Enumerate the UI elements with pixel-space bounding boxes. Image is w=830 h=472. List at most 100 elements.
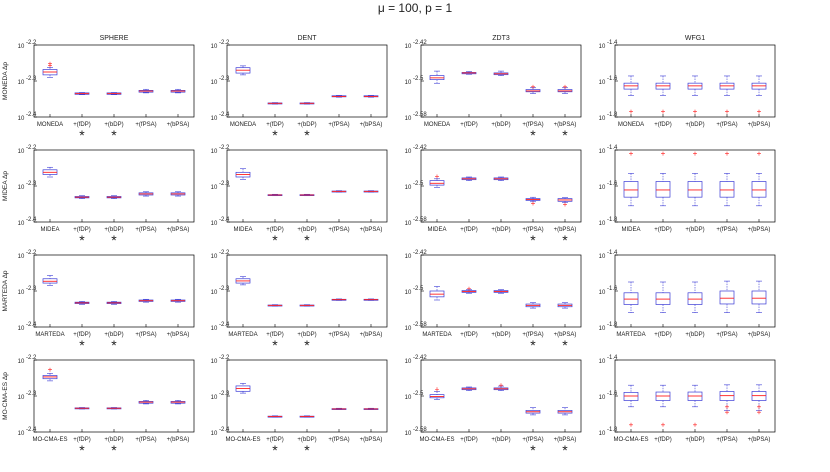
x-tick-label: +(fDP) <box>266 227 284 233</box>
x-tick-label: +(fPSA) <box>328 437 349 443</box>
x-tick-label: +(bDP) <box>297 332 316 338</box>
box--fdp- <box>74 195 90 199</box>
y-tick-base: 10 <box>211 326 218 332</box>
axes-frame <box>33 254 195 328</box>
y-tick-exponent: -2.4 <box>26 112 37 118</box>
axes-frame <box>33 44 195 118</box>
x-tick-label: +(bPSA) <box>748 332 771 338</box>
box--bpsa- <box>557 84 573 94</box>
x-tick-label: +(bDP) <box>297 227 316 233</box>
x-tick-label: +(bPSA) <box>167 122 190 128</box>
y-tick-base: 10 <box>599 395 606 401</box>
box-moneda <box>623 75 639 114</box>
panel-mo-cma-es-wfg1: 10-1.410-1.610-1.8MO-CMA-ES +(fDP) +(bDP) +… <box>599 355 776 443</box>
outlier-marker <box>629 422 633 427</box>
x-tick-label: +(fPSA) <box>328 332 349 338</box>
outlier-marker <box>757 151 761 156</box>
x-tick-label: +(bDP) <box>104 227 123 233</box>
x-tick-label: +(bDP) <box>685 227 704 233</box>
y-tick-exponent: -1.4 <box>607 40 618 46</box>
x-tick-label: +(bDP) <box>104 122 123 128</box>
significance-star: * <box>272 127 278 143</box>
y-tick-base: 10 <box>18 185 25 191</box>
significance-star: * <box>111 442 117 458</box>
x-tick-label: MONEDA <box>230 122 256 128</box>
y-tick-exponent: -2.4 <box>219 112 230 118</box>
x-tick-label: +(fDP) <box>73 332 91 338</box>
box--fpsa- <box>331 95 347 98</box>
x-tick-label: +(bDP) <box>104 437 123 443</box>
y-tick-exponent: -1.4 <box>607 355 618 361</box>
x-tick-label: +(fDP) <box>73 437 91 443</box>
y-tick-exponent: -1.4 <box>607 250 618 256</box>
box-iqr <box>687 181 703 198</box>
box--bdp- <box>687 384 703 427</box>
y-tick-exponent: -2.42 <box>413 40 427 46</box>
box--fdp- <box>267 102 283 105</box>
y-tick-base: 10 <box>599 80 606 86</box>
box--fdp- <box>655 75 671 114</box>
box--fdp- <box>655 384 671 427</box>
box-midea <box>429 174 445 188</box>
x-tick-label: MO-CMA-ES <box>33 437 68 443</box>
box--fdp- <box>267 415 283 418</box>
y-tick-base: 10 <box>599 326 606 332</box>
x-tick-label: +(bDP) <box>297 437 316 443</box>
box-marteda <box>42 275 58 286</box>
y-tick-exponent: -2.3 <box>26 76 37 82</box>
box--bpsa- <box>751 151 767 207</box>
axes-frame <box>420 44 582 118</box>
box-marteda <box>623 281 639 313</box>
box-iqr <box>719 290 735 305</box>
x-tick-label: +(fPSA) <box>135 227 156 233</box>
y-tick-base: 10 <box>18 80 25 86</box>
box-marteda <box>235 276 251 286</box>
y-axis-label: MONEDA Δp <box>2 62 9 100</box>
x-tick-label: +(bDP) <box>104 332 123 338</box>
x-tick-label: MO-CMA-ES <box>420 437 455 443</box>
significance-star: * <box>562 127 568 143</box>
outlier-marker <box>725 109 729 114</box>
y-tick-base: 10 <box>211 290 218 296</box>
box--bdp- <box>493 176 509 181</box>
box--bpsa- <box>363 95 379 98</box>
x-tick-label: +(fPSA) <box>522 122 543 128</box>
outlier-marker <box>693 109 697 114</box>
box--bdp- <box>493 70 509 76</box>
x-tick-label: MO-CMA-ES <box>226 437 261 443</box>
y-tick-base: 10 <box>405 80 412 86</box>
axes-frame <box>226 254 388 328</box>
outlier-marker <box>693 151 697 156</box>
y-tick-base: 10 <box>18 326 25 332</box>
figure-title: μ = 100, p = 1 <box>378 1 453 15</box>
y-tick-base: 10 <box>18 44 25 50</box>
y-tick-exponent: -2.2 <box>26 40 37 46</box>
box--fdp- <box>267 304 283 307</box>
significance-star: * <box>562 337 568 353</box>
outlier-marker <box>693 422 697 427</box>
x-tick-label: +(bPSA) <box>360 332 383 338</box>
box--fpsa- <box>331 298 347 301</box>
y-tick-exponent: -2.2 <box>26 355 37 361</box>
outlier-marker <box>725 151 729 156</box>
y-tick-exponent: -2.2 <box>219 250 230 256</box>
y-tick-base: 10 <box>405 44 412 50</box>
significance-star: * <box>304 442 310 458</box>
box-mo-cma-es <box>235 383 251 394</box>
box--bpsa- <box>557 302 573 309</box>
y-tick-base: 10 <box>599 221 606 227</box>
box--bpsa- <box>751 75 767 114</box>
box-mo-cma-es <box>42 367 58 382</box>
panel-title: DENT <box>297 35 317 42</box>
y-tick-exponent: -1.8 <box>607 322 618 328</box>
x-tick-label: +(fPSA) <box>522 227 543 233</box>
y-tick-exponent: -2.2 <box>219 145 230 151</box>
x-tick-label: +(fPSA) <box>522 332 543 338</box>
y-tick-exponent: -1.8 <box>607 427 618 433</box>
outlier-marker <box>757 410 761 415</box>
axes-frame <box>33 149 195 223</box>
y-tick-exponent: -2.42 <box>413 145 427 151</box>
